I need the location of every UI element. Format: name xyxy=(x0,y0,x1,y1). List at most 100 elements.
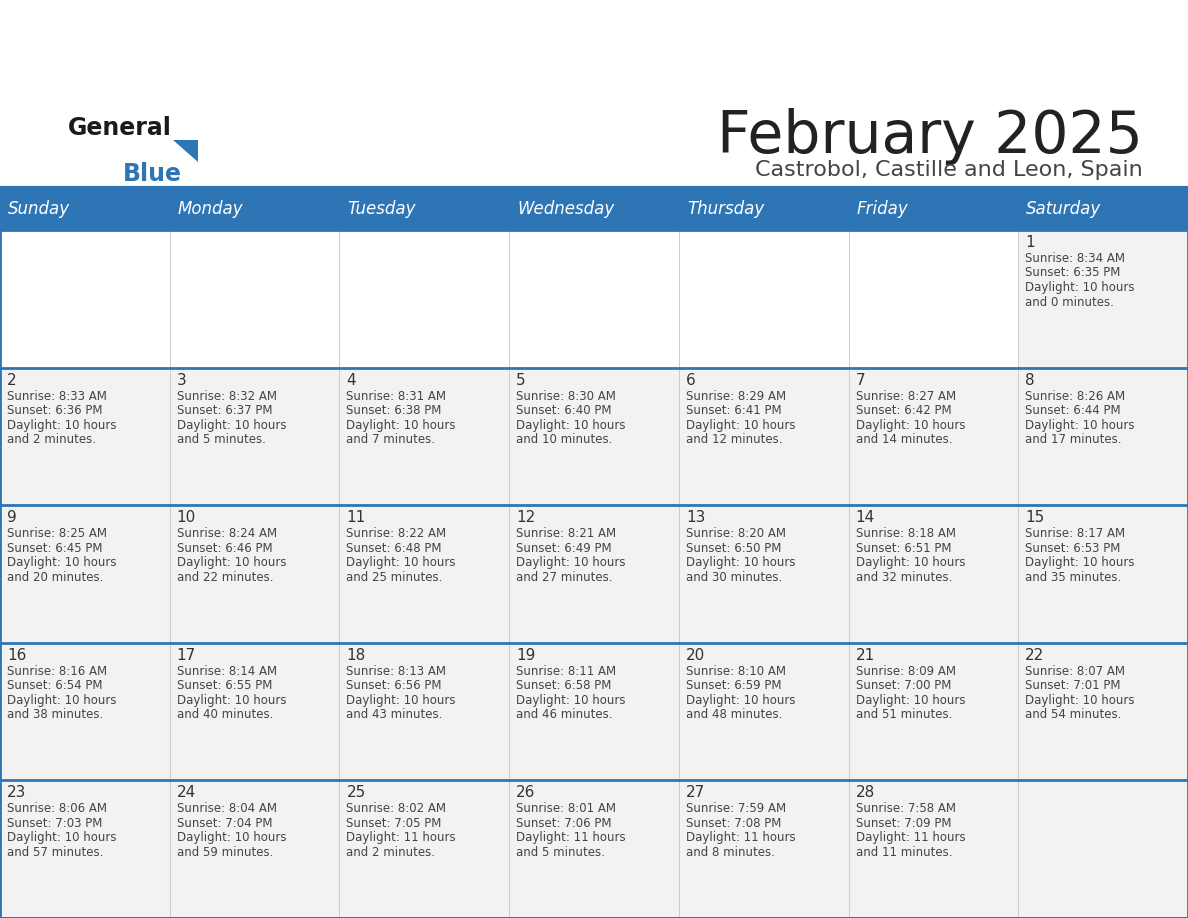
Text: Daylight: 10 hours: Daylight: 10 hours xyxy=(347,556,456,569)
Bar xyxy=(340,505,510,643)
Text: 18: 18 xyxy=(347,648,366,663)
Text: Sunset: 7:09 PM: Sunset: 7:09 PM xyxy=(855,817,952,830)
Text: and 32 minutes.: and 32 minutes. xyxy=(855,571,952,584)
Text: 5: 5 xyxy=(516,373,526,387)
Text: Sunrise: 8:01 AM: Sunrise: 8:01 AM xyxy=(516,802,617,815)
Text: Daylight: 10 hours: Daylight: 10 hours xyxy=(1025,419,1135,431)
Text: Daylight: 10 hours: Daylight: 10 hours xyxy=(685,556,795,569)
Bar xyxy=(1018,780,1188,918)
Text: Sunrise: 8:34 AM: Sunrise: 8:34 AM xyxy=(1025,252,1125,265)
Text: Sunset: 7:08 PM: Sunset: 7:08 PM xyxy=(685,817,782,830)
Text: Sunrise: 8:20 AM: Sunrise: 8:20 AM xyxy=(685,527,785,540)
Text: Sunset: 6:35 PM: Sunset: 6:35 PM xyxy=(1025,266,1120,279)
Text: Sunset: 6:56 PM: Sunset: 6:56 PM xyxy=(347,679,442,692)
Text: 23: 23 xyxy=(7,786,26,800)
Text: Sunrise: 8:29 AM: Sunrise: 8:29 AM xyxy=(685,389,786,403)
Text: 20: 20 xyxy=(685,648,706,663)
Text: Daylight: 10 hours: Daylight: 10 hours xyxy=(7,694,116,707)
Text: 15: 15 xyxy=(1025,510,1044,525)
Text: Sunrise: 7:59 AM: Sunrise: 7:59 AM xyxy=(685,802,786,815)
Bar xyxy=(510,188,678,230)
Bar xyxy=(848,505,1018,643)
Text: Sunrise: 8:21 AM: Sunrise: 8:21 AM xyxy=(516,527,617,540)
Bar xyxy=(510,780,678,918)
Text: 4: 4 xyxy=(347,373,356,387)
Text: Sunset: 7:06 PM: Sunset: 7:06 PM xyxy=(516,817,612,830)
Bar xyxy=(678,780,848,918)
Bar xyxy=(0,367,170,505)
Text: Sunset: 6:58 PM: Sunset: 6:58 PM xyxy=(516,679,612,692)
Text: 16: 16 xyxy=(7,648,26,663)
Bar xyxy=(678,230,848,367)
Text: 7: 7 xyxy=(855,373,865,387)
Text: and 46 minutes.: and 46 minutes. xyxy=(516,709,613,722)
Text: 13: 13 xyxy=(685,510,706,525)
Text: Daylight: 11 hours: Daylight: 11 hours xyxy=(685,832,796,845)
Text: 11: 11 xyxy=(347,510,366,525)
Text: Daylight: 10 hours: Daylight: 10 hours xyxy=(177,419,286,431)
Bar xyxy=(848,643,1018,780)
Text: Sunset: 7:05 PM: Sunset: 7:05 PM xyxy=(347,817,442,830)
Text: and 43 minutes.: and 43 minutes. xyxy=(347,709,443,722)
Bar xyxy=(678,505,848,643)
Bar xyxy=(1018,188,1188,230)
Bar xyxy=(510,643,678,780)
Bar xyxy=(848,230,1018,367)
Text: Sunrise: 8:30 AM: Sunrise: 8:30 AM xyxy=(516,389,617,403)
Text: Daylight: 10 hours: Daylight: 10 hours xyxy=(1025,556,1135,569)
Text: and 30 minutes.: and 30 minutes. xyxy=(685,571,782,584)
Bar xyxy=(340,367,510,505)
Bar xyxy=(340,188,510,230)
Text: and 25 minutes.: and 25 minutes. xyxy=(347,571,443,584)
Text: and 57 minutes.: and 57 minutes. xyxy=(7,845,103,859)
Text: 17: 17 xyxy=(177,648,196,663)
Text: Sunday: Sunday xyxy=(8,200,70,218)
Bar xyxy=(510,367,678,505)
Text: 26: 26 xyxy=(516,786,536,800)
Bar xyxy=(0,780,170,918)
Text: and 7 minutes.: and 7 minutes. xyxy=(347,433,436,446)
Text: Sunset: 6:53 PM: Sunset: 6:53 PM xyxy=(1025,542,1120,554)
Text: and 0 minutes.: and 0 minutes. xyxy=(1025,296,1114,308)
Text: Daylight: 11 hours: Daylight: 11 hours xyxy=(516,832,626,845)
Text: Sunrise: 8:09 AM: Sunrise: 8:09 AM xyxy=(855,665,955,677)
Text: Sunrise: 8:25 AM: Sunrise: 8:25 AM xyxy=(7,527,107,540)
Bar xyxy=(510,230,678,367)
Text: and 10 minutes.: and 10 minutes. xyxy=(516,433,613,446)
Text: Daylight: 11 hours: Daylight: 11 hours xyxy=(855,832,965,845)
Text: and 17 minutes.: and 17 minutes. xyxy=(1025,433,1121,446)
Text: Sunrise: 8:14 AM: Sunrise: 8:14 AM xyxy=(177,665,277,677)
Polygon shape xyxy=(173,140,198,162)
Text: and 11 minutes.: and 11 minutes. xyxy=(855,845,952,859)
Text: Sunrise: 8:17 AM: Sunrise: 8:17 AM xyxy=(1025,527,1125,540)
Text: Daylight: 10 hours: Daylight: 10 hours xyxy=(685,419,795,431)
Text: Sunset: 6:37 PM: Sunset: 6:37 PM xyxy=(177,404,272,417)
Bar xyxy=(1018,230,1188,367)
Bar xyxy=(1018,643,1188,780)
Text: 6: 6 xyxy=(685,373,696,387)
Text: Sunrise: 8:13 AM: Sunrise: 8:13 AM xyxy=(347,665,447,677)
Text: 10: 10 xyxy=(177,510,196,525)
Text: and 51 minutes.: and 51 minutes. xyxy=(855,709,952,722)
Text: and 40 minutes.: and 40 minutes. xyxy=(177,709,273,722)
Text: 28: 28 xyxy=(855,786,874,800)
Text: Daylight: 10 hours: Daylight: 10 hours xyxy=(516,556,626,569)
Text: Sunrise: 8:11 AM: Sunrise: 8:11 AM xyxy=(516,665,617,677)
Bar xyxy=(0,643,170,780)
Text: Sunset: 6:50 PM: Sunset: 6:50 PM xyxy=(685,542,782,554)
Bar xyxy=(510,505,678,643)
Text: Daylight: 10 hours: Daylight: 10 hours xyxy=(7,556,116,569)
Bar xyxy=(170,230,340,367)
Text: Daylight: 10 hours: Daylight: 10 hours xyxy=(855,419,965,431)
Text: and 5 minutes.: and 5 minutes. xyxy=(177,433,266,446)
Text: Monday: Monday xyxy=(178,200,244,218)
Bar xyxy=(1018,367,1188,505)
Bar xyxy=(340,230,510,367)
Text: Sunset: 6:38 PM: Sunset: 6:38 PM xyxy=(347,404,442,417)
Text: 27: 27 xyxy=(685,786,706,800)
Bar xyxy=(678,643,848,780)
Text: and 8 minutes.: and 8 minutes. xyxy=(685,845,775,859)
Text: 1: 1 xyxy=(1025,235,1035,250)
Bar xyxy=(848,780,1018,918)
Text: Thursday: Thursday xyxy=(687,200,764,218)
